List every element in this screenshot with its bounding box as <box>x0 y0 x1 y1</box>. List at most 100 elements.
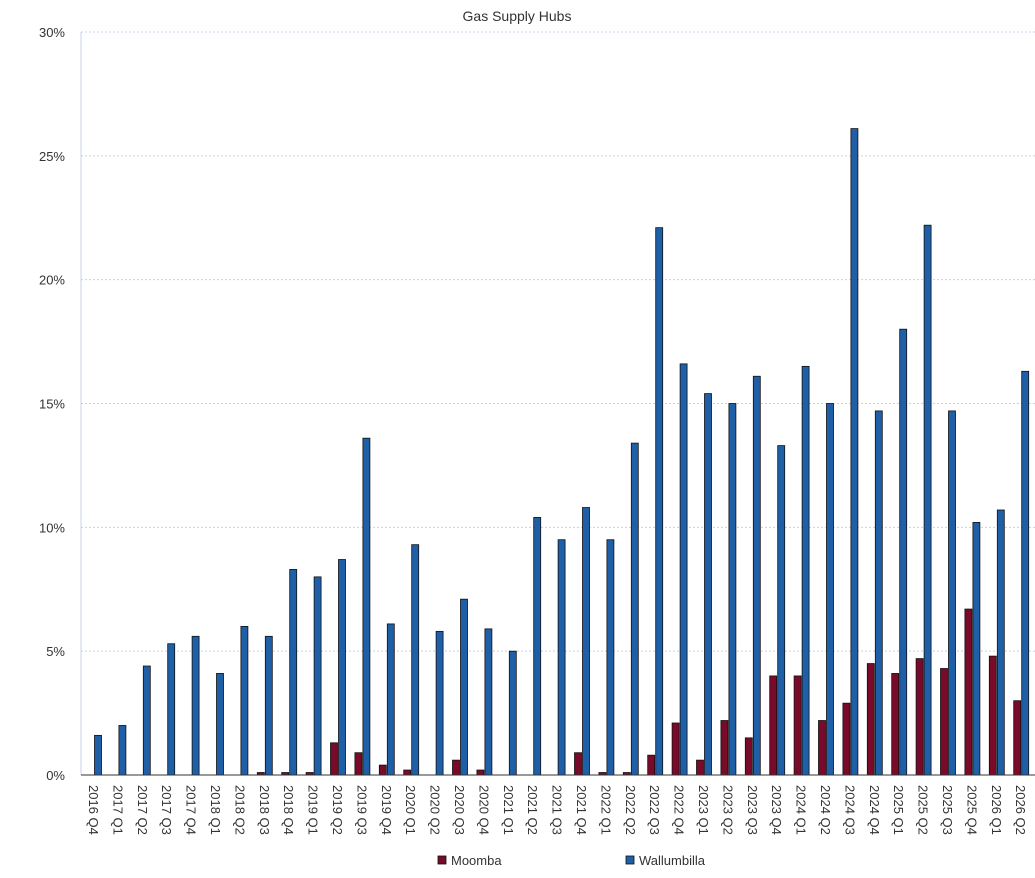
x-tick-label: 2021 Q3 <box>550 785 565 835</box>
x-tick-label: 2018 Q4 <box>281 785 296 835</box>
x-tick-label: 2022 Q4 <box>672 785 687 835</box>
wallumbilla-bar <box>655 227 664 776</box>
wallumbilla-bar <box>289 569 298 776</box>
y-axis: 0% 5% 10% 15% 20% 25% 30% <box>39 25 82 783</box>
x-tick-label: 2024 Q2 <box>818 785 833 835</box>
wallumbilla-bar <box>728 403 737 776</box>
x-tick-label: 2023 Q2 <box>720 785 735 835</box>
x-tick-label: 2024 Q3 <box>842 785 857 835</box>
y-tick-label: 20% <box>39 273 65 288</box>
wallumbilla-bar <box>752 375 761 776</box>
wallumbilla-bar <box>533 517 542 776</box>
moomba-bar <box>1013 700 1022 776</box>
wallumbilla-bar <box>972 521 981 776</box>
moomba-bar <box>696 759 704 776</box>
x-tick-label: 2025 Q2 <box>916 785 931 835</box>
x-tick-label: 2019 Q2 <box>330 785 345 835</box>
x-tick-label: 2020 Q2 <box>428 785 443 835</box>
x-tick-label: 2017 Q4 <box>184 785 199 835</box>
wallumbilla-bar <box>313 576 322 776</box>
moomba-bar <box>915 658 924 776</box>
wallumbilla-bar <box>435 630 444 776</box>
x-tick-label: 2019 Q1 <box>306 785 321 835</box>
moomba-bar <box>476 769 485 776</box>
x-tick-label: 2017 Q3 <box>159 785 174 835</box>
y-tick-label: 25% <box>39 149 65 164</box>
wallumbilla-bar <box>484 628 493 776</box>
y-tick-label: 15% <box>39 397 65 412</box>
bars <box>94 128 1030 776</box>
moomba-bar <box>964 608 973 776</box>
wallumbilla-bar <box>582 507 590 776</box>
wallumbilla-bar <box>460 598 468 776</box>
y-tick-label: 10% <box>39 520 65 535</box>
wallumbilla-bar <box>630 442 639 776</box>
x-tick-label: 2020 Q3 <box>452 785 467 835</box>
moomba-bar <box>403 769 412 776</box>
legend-swatch <box>625 855 635 865</box>
legend-swatch <box>437 855 447 865</box>
x-tick-label: 2019 Q3 <box>354 785 369 835</box>
x-tick-label: 2022 Q1 <box>598 785 613 835</box>
y-tick-label: 30% <box>39 25 65 40</box>
moomba-bar <box>988 655 997 776</box>
wallumbilla-bar <box>899 328 908 776</box>
x-axis: 2016 Q4 2017 Q1 2017 Q2 2017 Q3 2017 Q4 2018 … <box>81 774 1035 835</box>
moomba-bar <box>744 737 753 776</box>
wallumbilla-bar <box>850 128 859 776</box>
x-tick-label: 2020 Q1 <box>403 785 418 835</box>
x-tick-label: 2018 Q3 <box>257 785 272 835</box>
wallumbilla-bar <box>411 544 420 776</box>
wallumbilla-bar <box>996 509 1005 776</box>
moomba-bar <box>354 752 363 776</box>
wallumbilla-bar <box>948 410 956 776</box>
x-tick-label: 2018 Q2 <box>232 785 247 835</box>
legend-label: Moomba <box>451 853 502 868</box>
moomba-bar <box>330 742 338 776</box>
x-tick-label: 2021 Q2 <box>525 785 540 835</box>
moomba-bar <box>378 764 387 776</box>
moomba-bar <box>940 668 948 776</box>
wallumbilla-bar <box>338 559 346 776</box>
x-tick-label: 2017 Q2 <box>135 785 150 835</box>
x-tick-label: 2021 Q4 <box>574 785 589 835</box>
moomba-bar <box>647 754 656 776</box>
moomba-bar <box>793 675 802 776</box>
moomba-bar <box>866 663 875 776</box>
wallumbilla-bar <box>167 643 176 776</box>
wallumbilla-bar <box>94 734 102 776</box>
x-tick-label: 2022 Q3 <box>647 785 662 835</box>
moomba-bar <box>452 759 460 776</box>
y-tick-label: 5% <box>46 644 65 659</box>
wallumbilla-bar <box>923 224 932 776</box>
x-tick-label: 2025 Q1 <box>891 785 906 835</box>
x-tick-label: 2016 Q4 <box>86 785 101 835</box>
wallumbilla-bar <box>606 539 615 776</box>
x-tick-label: 2023 Q4 <box>769 785 784 835</box>
wallumbilla-bar <box>118 725 127 776</box>
x-tick-label: 2024 Q1 <box>794 785 809 835</box>
wallumbilla-bar <box>216 673 224 776</box>
x-tick-label: 2017 Q1 <box>110 785 125 835</box>
moomba-bar <box>574 752 582 776</box>
wallumbilla-bar <box>704 393 712 776</box>
y-tick-label: 0% <box>46 768 65 783</box>
x-tick-label: 2022 Q2 <box>623 785 638 835</box>
wallumbilla-bar <box>679 363 688 776</box>
wallumbilla-bar <box>874 410 883 776</box>
wallumbilla-bar <box>777 445 786 776</box>
wallumbilla-bar <box>826 403 834 776</box>
moomba-bar <box>891 673 900 776</box>
moomba-bar <box>818 720 826 776</box>
wallumbilla-bar <box>264 635 273 776</box>
x-tick-label: 2020 Q4 <box>476 785 491 835</box>
wallumbilla-bar <box>142 665 151 776</box>
legend-label: Wallumbilla <box>639 853 706 868</box>
x-tick-label: 2023 Q1 <box>696 785 711 835</box>
wallumbilla-bar <box>1021 370 1030 776</box>
wallumbilla-bar <box>386 623 395 776</box>
x-tick-label: 2025 Q4 <box>964 785 979 835</box>
wallumbilla-bar <box>557 539 566 776</box>
x-tick-label: 2023 Q3 <box>745 785 760 835</box>
